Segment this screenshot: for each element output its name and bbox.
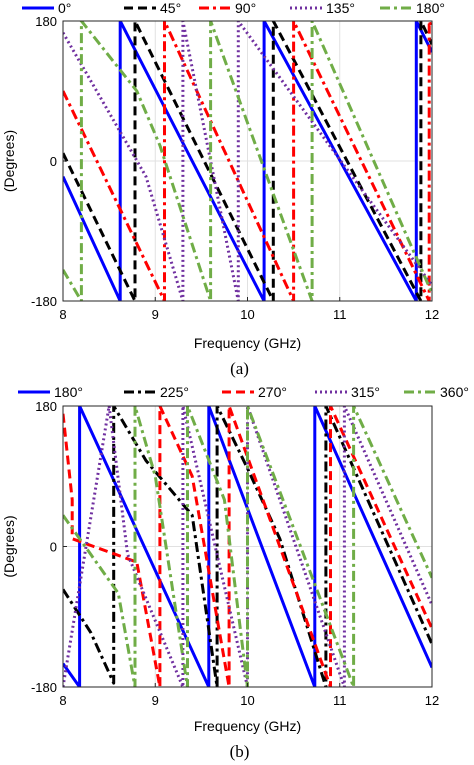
legend-label: 315° <box>351 384 380 400</box>
legend-label: 0° <box>58 0 71 16</box>
series-line-4 <box>63 21 432 301</box>
x-axis-label: Frequency (GHz) <box>194 335 301 351</box>
x-tick-label: 12 <box>425 307 439 322</box>
panel-caption: (b) <box>230 742 250 761</box>
y-tick-label: -180 <box>31 680 57 695</box>
series-line-3 <box>63 406 432 687</box>
y-tick-label: -180 <box>31 294 57 309</box>
series-line-1 <box>63 21 432 301</box>
y-axis-label: (Degrees) <box>1 515 17 577</box>
y-tick-label: 180 <box>35 14 57 29</box>
legend-label: 270° <box>258 384 287 400</box>
y-tick-label: 0 <box>50 540 57 555</box>
x-tick-label: 9 <box>152 307 159 322</box>
legend-label: 180° <box>416 0 445 16</box>
legend: 0° 45° 90° 135° 180° <box>22 0 445 16</box>
legend-label: 360° <box>440 384 469 400</box>
legend-label: 135° <box>326 0 355 16</box>
x-tick-label: 8 <box>59 693 66 708</box>
chart-panel-a: 8 9 10 11 12 180 0 -180 Frequency (GHz) (Degrees)… <box>1 0 445 378</box>
legend-label: 225° <box>160 384 189 400</box>
legend-label: 180° <box>54 384 83 400</box>
x-tick-label: 10 <box>240 307 254 322</box>
legend: 180° 225° 270° 315° 360° <box>18 384 469 400</box>
series-line-4 <box>63 406 432 687</box>
x-tick-label: 11 <box>333 693 347 708</box>
series-line-0 <box>63 21 432 301</box>
y-axis-label: (Degrees) <box>1 130 17 192</box>
x-tick-label: 10 <box>240 693 254 708</box>
series-line-2 <box>63 21 432 301</box>
chart-panel-b: 8 9 10 11 12 180 0 -180 Frequency (GHz) (Degrees)… <box>1 384 469 761</box>
x-tick-label: 9 <box>152 693 159 708</box>
legend-label: 90° <box>235 0 256 16</box>
series-line-3 <box>63 21 432 301</box>
y-tick-label: 180 <box>35 399 57 414</box>
x-axis-label: Frequency (GHz) <box>194 718 301 734</box>
legend-label: 45° <box>160 0 181 16</box>
x-tick-label: 12 <box>425 693 439 708</box>
series-line-2 <box>63 406 432 687</box>
series-line-0 <box>63 406 432 687</box>
x-tick-label: 11 <box>333 307 347 322</box>
x-tick-label: 8 <box>59 307 66 322</box>
series-line-1 <box>63 406 432 687</box>
y-tick-label: 0 <box>50 154 57 169</box>
panel-caption: (a) <box>230 359 249 378</box>
